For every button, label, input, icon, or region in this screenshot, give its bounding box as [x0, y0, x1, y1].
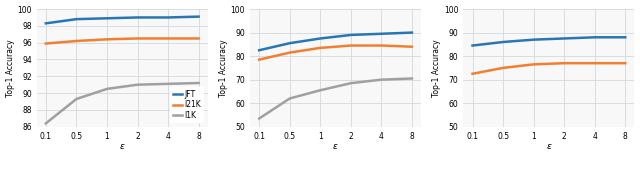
Y-axis label: Top-1 Accuracy: Top-1 Accuracy	[6, 39, 15, 97]
X-axis label: ε: ε	[120, 142, 125, 151]
Y-axis label: Top-1 Accuracy: Top-1 Accuracy	[432, 39, 441, 97]
Y-axis label: Top-1 Accuracy: Top-1 Accuracy	[219, 39, 228, 97]
X-axis label: ε: ε	[547, 142, 551, 151]
Legend: JFT, I21K, I1K: JFT, I21K, I1K	[170, 87, 204, 123]
X-axis label: ε: ε	[333, 142, 338, 151]
